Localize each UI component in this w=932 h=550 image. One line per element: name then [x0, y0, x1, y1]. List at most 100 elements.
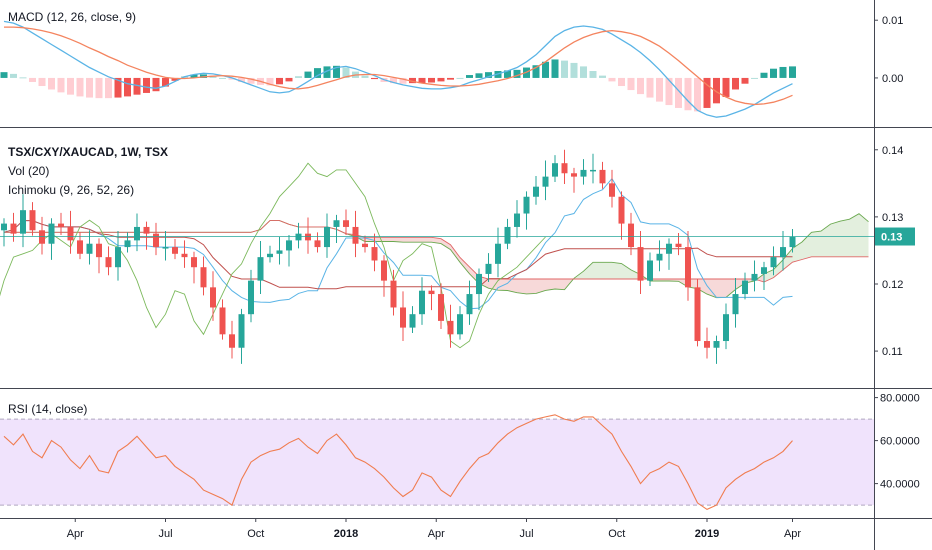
rsi-line — [3, 414, 793, 511]
macd-histogram-bar — [371, 77, 378, 80]
candle-body — [77, 240, 83, 254]
candle-body — [742, 280, 748, 295]
ichimoku-kijun — [3, 220, 793, 290]
candle-body — [675, 243, 682, 248]
ichimoku-cloud — [802, 232, 812, 260]
candle-body — [295, 233, 302, 241]
macd-histogram-bar — [228, 77, 236, 80]
candle-body — [210, 287, 216, 308]
macd-histogram-bar — [694, 77, 701, 112]
macd-histogram-bar — [266, 77, 274, 86]
candle-body — [153, 233, 159, 248]
macd-histogram-bar — [162, 77, 169, 87]
macd-histogram-bar — [399, 77, 407, 84]
ichimoku-cloud — [488, 278, 498, 291]
macd-line — [3, 20, 793, 118]
macd-histogram-bar — [105, 77, 112, 99]
macd-axis-label: 0.01 — [882, 15, 903, 27]
candle-body — [134, 226, 140, 241]
macd-histogram-bar — [10, 73, 17, 78]
macd-histogram-bar — [323, 66, 331, 78]
time-axis-label: Oct — [608, 528, 625, 540]
ichimoku-cloud — [583, 262, 593, 279]
macd-histogram-bar — [418, 77, 426, 84]
candle-body — [751, 273, 758, 281]
ichimoku-chikou — [0, 162, 546, 349]
candle-body — [172, 247, 178, 254]
candle-body — [628, 223, 634, 248]
candle-body — [371, 247, 378, 261]
signal-line — [4, 26, 793, 106]
candle-body — [599, 169, 606, 184]
ichimoku-cloud — [412, 237, 422, 243]
candle-body — [428, 290, 435, 295]
ichimoku-legend: Ichimoku (9, 26, 52, 26) — [8, 183, 135, 197]
macd-histogram-bar — [770, 68, 777, 78]
candle-body — [704, 341, 710, 348]
ichimoku-cloud — [849, 213, 859, 257]
ichimoku-cloud — [422, 237, 432, 243]
ichimoku-cloud — [517, 278, 527, 294]
macd-histogram-bar — [86, 77, 93, 98]
macd-histogram-bar — [276, 77, 283, 85]
macd-histogram-bar — [143, 77, 150, 93]
macd-histogram-bar — [333, 65, 340, 78]
candle-body — [305, 233, 311, 241]
time-axis-label: 2019 — [695, 528, 719, 540]
time-axis-label: Apr — [784, 528, 801, 540]
price-title: TSX/CXY/XAUCAD, 1W, TSX — [8, 145, 169, 159]
price-axis-label: 0.13 — [882, 212, 903, 224]
ichimoku-cloud — [374, 237, 384, 242]
candle-body — [39, 230, 45, 244]
ichimoku-tenkan — [3, 177, 793, 310]
macd-histogram-bar — [124, 77, 131, 97]
candle-body — [618, 196, 625, 224]
macd-histogram-bar — [95, 77, 103, 99]
macd-histogram-bar — [608, 77, 616, 82]
candle-body — [523, 196, 530, 214]
candle-body — [219, 307, 226, 335]
ichimoku-cloud — [840, 219, 850, 257]
ichimoku-cloud — [602, 262, 612, 279]
candle-body — [732, 294, 739, 315]
price-axis-label: 0.11 — [882, 346, 903, 358]
candle-body — [10, 223, 17, 234]
candle-body — [248, 280, 254, 315]
macd-histogram-bar — [67, 77, 74, 95]
candle-body — [685, 247, 691, 288]
candle-body — [495, 243, 501, 264]
price-axis-label: 0.14 — [882, 145, 903, 157]
candle-body — [476, 273, 482, 295]
macd-histogram-bar — [38, 77, 46, 87]
candle-body — [485, 263, 492, 274]
candle-body — [466, 294, 473, 315]
candle-body — [447, 320, 454, 335]
ichimoku-cloud — [773, 259, 783, 278]
macd-histogram-bar — [19, 77, 27, 79]
macd-histogram-bar — [437, 77, 445, 82]
candle-body — [29, 210, 36, 231]
macd-histogram-bar — [475, 73, 483, 78]
macd-histogram-bar — [171, 77, 179, 81]
macd-histogram-bar — [114, 77, 122, 98]
candle-body — [48, 223, 55, 244]
candle-body — [67, 226, 74, 241]
candle-body — [362, 243, 368, 248]
macd-histogram-bar — [29, 77, 36, 82]
macd-histogram-bar — [76, 77, 84, 97]
macd-histogram-bar — [675, 77, 682, 108]
time-axis-label: 2018 — [334, 528, 358, 540]
time-axis-label: Oct — [247, 528, 264, 540]
macd-histogram-bar — [48, 77, 55, 90]
candle-body — [666, 243, 672, 254]
candle-body — [409, 314, 416, 328]
macd-histogram-bar — [760, 72, 768, 78]
candle-body — [143, 226, 150, 234]
ichimoku-cloud — [526, 278, 536, 294]
candle-body — [647, 260, 653, 281]
macd-histogram-bar — [513, 69, 521, 78]
macd-histogram-bar — [589, 71, 597, 78]
candle-body — [390, 280, 397, 308]
macd-histogram-bar — [722, 77, 730, 97]
